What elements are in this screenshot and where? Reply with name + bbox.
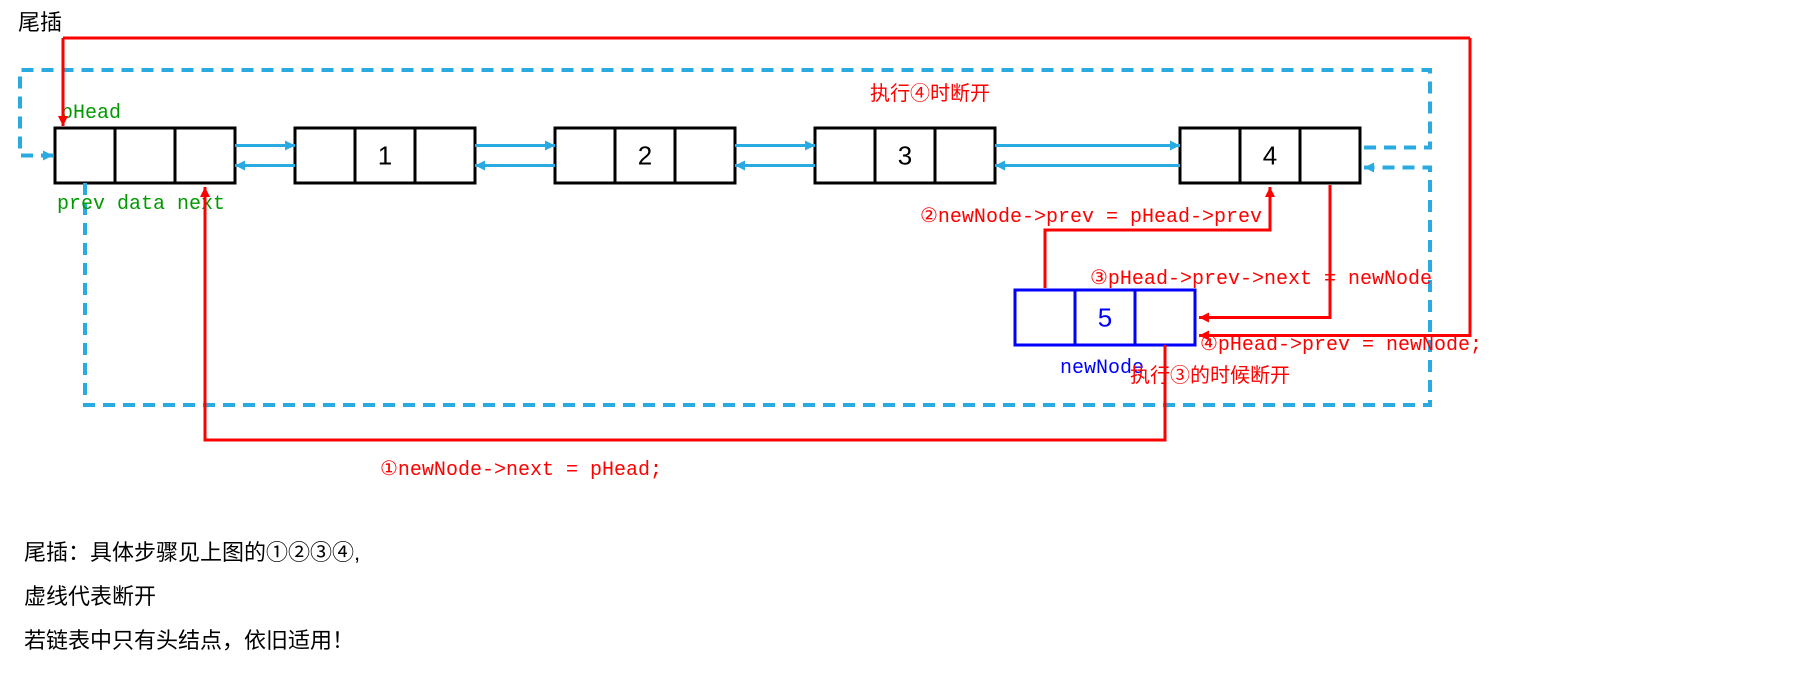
- node-n3: 3: [815, 128, 995, 183]
- footer-line: 若链表中只有头结点，依旧适用！: [24, 628, 354, 653]
- field-data: data: [117, 193, 165, 216]
- label-break3: 执行③的时候断开: [1130, 364, 1290, 389]
- node-value: 3: [898, 141, 912, 171]
- label-step1: ①newNode->next = pHead;: [380, 459, 662, 482]
- label-step2: ②newNode->prev = pHead->prev: [920, 206, 1262, 229]
- label-step4: ④pHead->prev = newNode;: [1200, 334, 1482, 357]
- field-prev: prev: [57, 193, 105, 216]
- node-n2: 2: [555, 128, 735, 183]
- phead-label: pHead: [61, 102, 121, 125]
- node-n1: 1: [295, 128, 475, 183]
- label-step3: ③pHead->prev->next = newNode: [1090, 268, 1432, 291]
- diagram-title: 尾插: [18, 10, 62, 35]
- arrow-step3: [1199, 185, 1330, 318]
- footer-line: 虚线代表断开: [24, 584, 156, 609]
- node-value: 1: [378, 141, 392, 171]
- node-value: 2: [638, 141, 652, 171]
- node-value: 4: [1263, 141, 1277, 171]
- label-break4: 执行④时断开: [870, 82, 990, 107]
- field-next: next: [177, 193, 225, 216]
- node-new: 5: [1015, 290, 1195, 345]
- footer-line: 尾插：具体步骤见上图的①②③④,: [24, 540, 360, 565]
- wrap-next-dashed: [20, 70, 1430, 156]
- node-n4: 4: [1180, 128, 1360, 183]
- node-value: 5: [1098, 303, 1112, 333]
- node-head: [55, 128, 235, 183]
